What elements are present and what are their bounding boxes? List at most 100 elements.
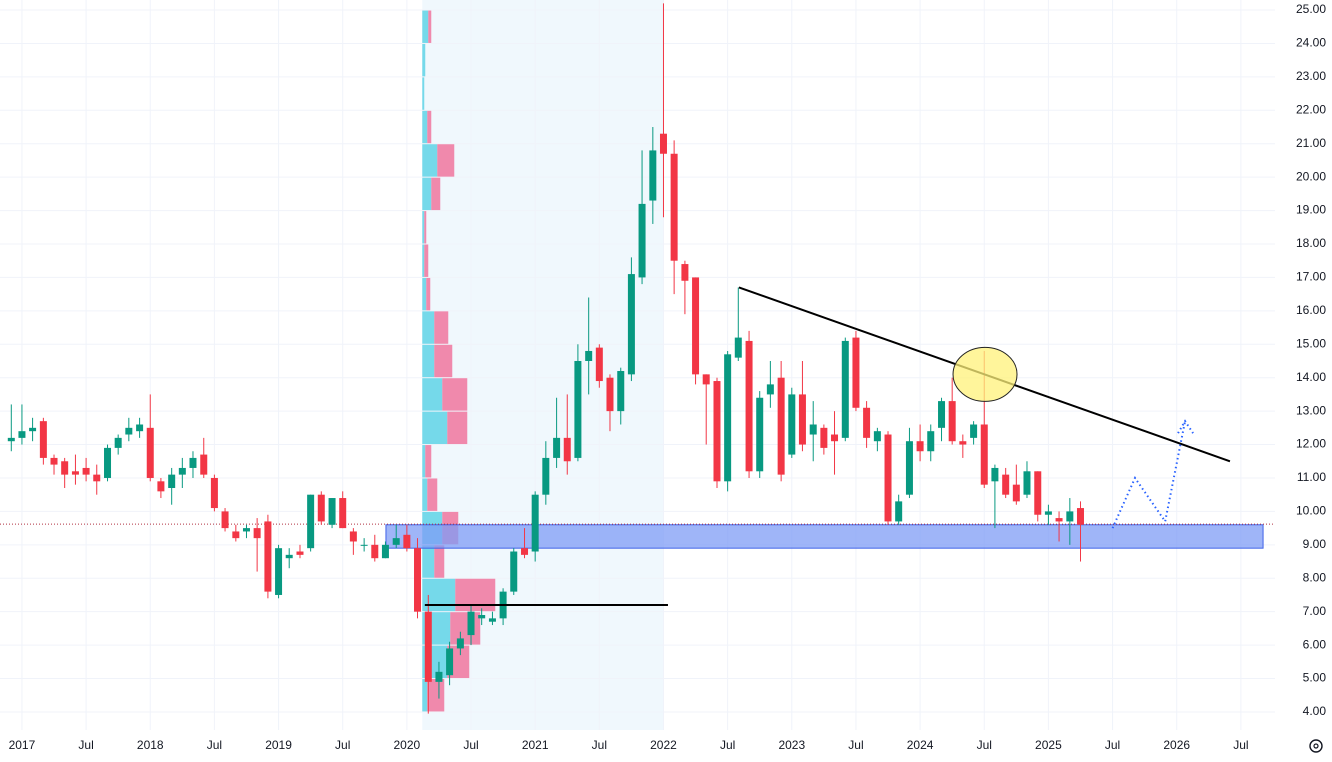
profile-up-bar bbox=[422, 244, 425, 277]
profile-up-bar bbox=[422, 378, 443, 411]
x-tick-label: 2021 bbox=[522, 738, 549, 752]
candle-body bbox=[766, 384, 774, 395]
candle-body bbox=[980, 424, 988, 485]
candle-body bbox=[168, 474, 176, 489]
candle-body bbox=[734, 337, 742, 358]
candle-body bbox=[253, 528, 261, 539]
candle-body bbox=[242, 528, 250, 532]
candle-body bbox=[146, 427, 154, 478]
candle-body bbox=[606, 377, 614, 412]
candle-body bbox=[285, 554, 293, 559]
candle-body bbox=[360, 544, 368, 546]
y-tick-label: 6.00 bbox=[1303, 637, 1327, 651]
x-tick-label: Jul bbox=[463, 738, 478, 752]
candle-body bbox=[1012, 484, 1020, 502]
candle-body bbox=[232, 531, 240, 539]
profile-up-bar bbox=[422, 679, 428, 712]
x-tick-label: 2024 bbox=[907, 738, 934, 752]
candle-body bbox=[638, 203, 646, 278]
candle-body bbox=[713, 381, 721, 482]
candle-body bbox=[595, 347, 603, 382]
candle-body bbox=[948, 401, 956, 442]
profile-up-bar bbox=[422, 411, 448, 445]
candle-body bbox=[916, 441, 924, 452]
candle-body bbox=[863, 407, 871, 438]
profile-down-bar bbox=[437, 144, 455, 177]
y-tick-label: 24.00 bbox=[1296, 36, 1326, 50]
candle-body bbox=[831, 434, 839, 442]
y-tick-label: 25.00 bbox=[1296, 2, 1326, 16]
candle-body bbox=[927, 431, 935, 452]
candle-body bbox=[264, 521, 272, 592]
candle-body bbox=[1055, 518, 1063, 522]
profile-down-bar bbox=[447, 411, 468, 445]
projection-arrowhead bbox=[1177, 419, 1194, 434]
candle-body bbox=[403, 534, 411, 549]
candle-body bbox=[435, 671, 443, 682]
settings-icon[interactable] bbox=[1309, 739, 1323, 753]
x-tick-label: Jul bbox=[592, 738, 607, 752]
x-tick-label: 2022 bbox=[650, 738, 677, 752]
profile-up-bar bbox=[422, 445, 426, 478]
x-tick-label: Jul bbox=[335, 738, 350, 752]
y-tick-label: 11.00 bbox=[1297, 470, 1326, 484]
candle-body bbox=[788, 394, 796, 455]
profile-down-bar bbox=[434, 311, 449, 344]
profile-up-bar bbox=[422, 10, 429, 43]
candle-body bbox=[71, 471, 79, 475]
profile-up-bar bbox=[422, 77, 425, 110]
candle-body bbox=[649, 150, 657, 201]
candle-body bbox=[1044, 511, 1052, 515]
profile-down-bar bbox=[455, 578, 496, 612]
candle-body bbox=[681, 264, 689, 281]
profile-down-bar bbox=[425, 445, 432, 478]
x-tick-label: Jul bbox=[1105, 738, 1120, 752]
x-tick-label: Jul bbox=[720, 738, 735, 752]
x-tick-label: 2025 bbox=[1035, 738, 1062, 752]
profile-up-bar bbox=[422, 211, 425, 244]
candle-body bbox=[724, 354, 732, 482]
candle-body bbox=[104, 447, 112, 478]
candle-body bbox=[446, 648, 454, 676]
candle-body bbox=[29, 427, 37, 432]
x-tick-label: Jul bbox=[78, 738, 93, 752]
candle-body bbox=[18, 431, 26, 438]
candle-body bbox=[1034, 471, 1042, 515]
y-tick-label: 10.00 bbox=[1296, 504, 1326, 518]
profile-up-bar bbox=[422, 545, 435, 578]
profile-down-bar bbox=[442, 378, 468, 411]
candle-body bbox=[424, 611, 432, 682]
profile-down-bar bbox=[426, 277, 431, 311]
candle-body bbox=[114, 437, 122, 448]
profile-up-bar bbox=[422, 311, 435, 344]
candle-body bbox=[692, 277, 700, 375]
candle-body bbox=[488, 618, 496, 622]
candle-body bbox=[414, 548, 422, 612]
candle-body bbox=[39, 421, 47, 458]
candle-body bbox=[895, 501, 903, 522]
x-tick-label: 2020 bbox=[394, 738, 421, 752]
y-tick-label: 4.00 bbox=[1303, 704, 1327, 718]
candle-body bbox=[756, 397, 764, 472]
profile-down-bar bbox=[434, 344, 453, 378]
y-tick-label: 15.00 bbox=[1296, 336, 1326, 350]
x-tick-label: 2018 bbox=[137, 738, 164, 752]
profile-down-bar bbox=[450, 612, 481, 645]
profile-down-bar bbox=[424, 211, 427, 244]
highlight-circle bbox=[952, 346, 1018, 402]
candle-body bbox=[210, 477, 218, 509]
y-tick-label: 18.00 bbox=[1296, 236, 1326, 250]
candle-body bbox=[50, 457, 58, 465]
y-tick-label: 9.00 bbox=[1303, 537, 1327, 551]
profile-up-bar bbox=[422, 43, 426, 77]
candle-body bbox=[371, 544, 379, 559]
candle-body bbox=[659, 133, 667, 154]
candle-body bbox=[467, 611, 475, 636]
candle-body bbox=[521, 548, 529, 555]
candle-body bbox=[1066, 511, 1074, 522]
candle-body bbox=[905, 441, 913, 495]
candle-body bbox=[809, 424, 817, 435]
candle-body bbox=[478, 615, 486, 619]
candle-body bbox=[798, 394, 806, 445]
